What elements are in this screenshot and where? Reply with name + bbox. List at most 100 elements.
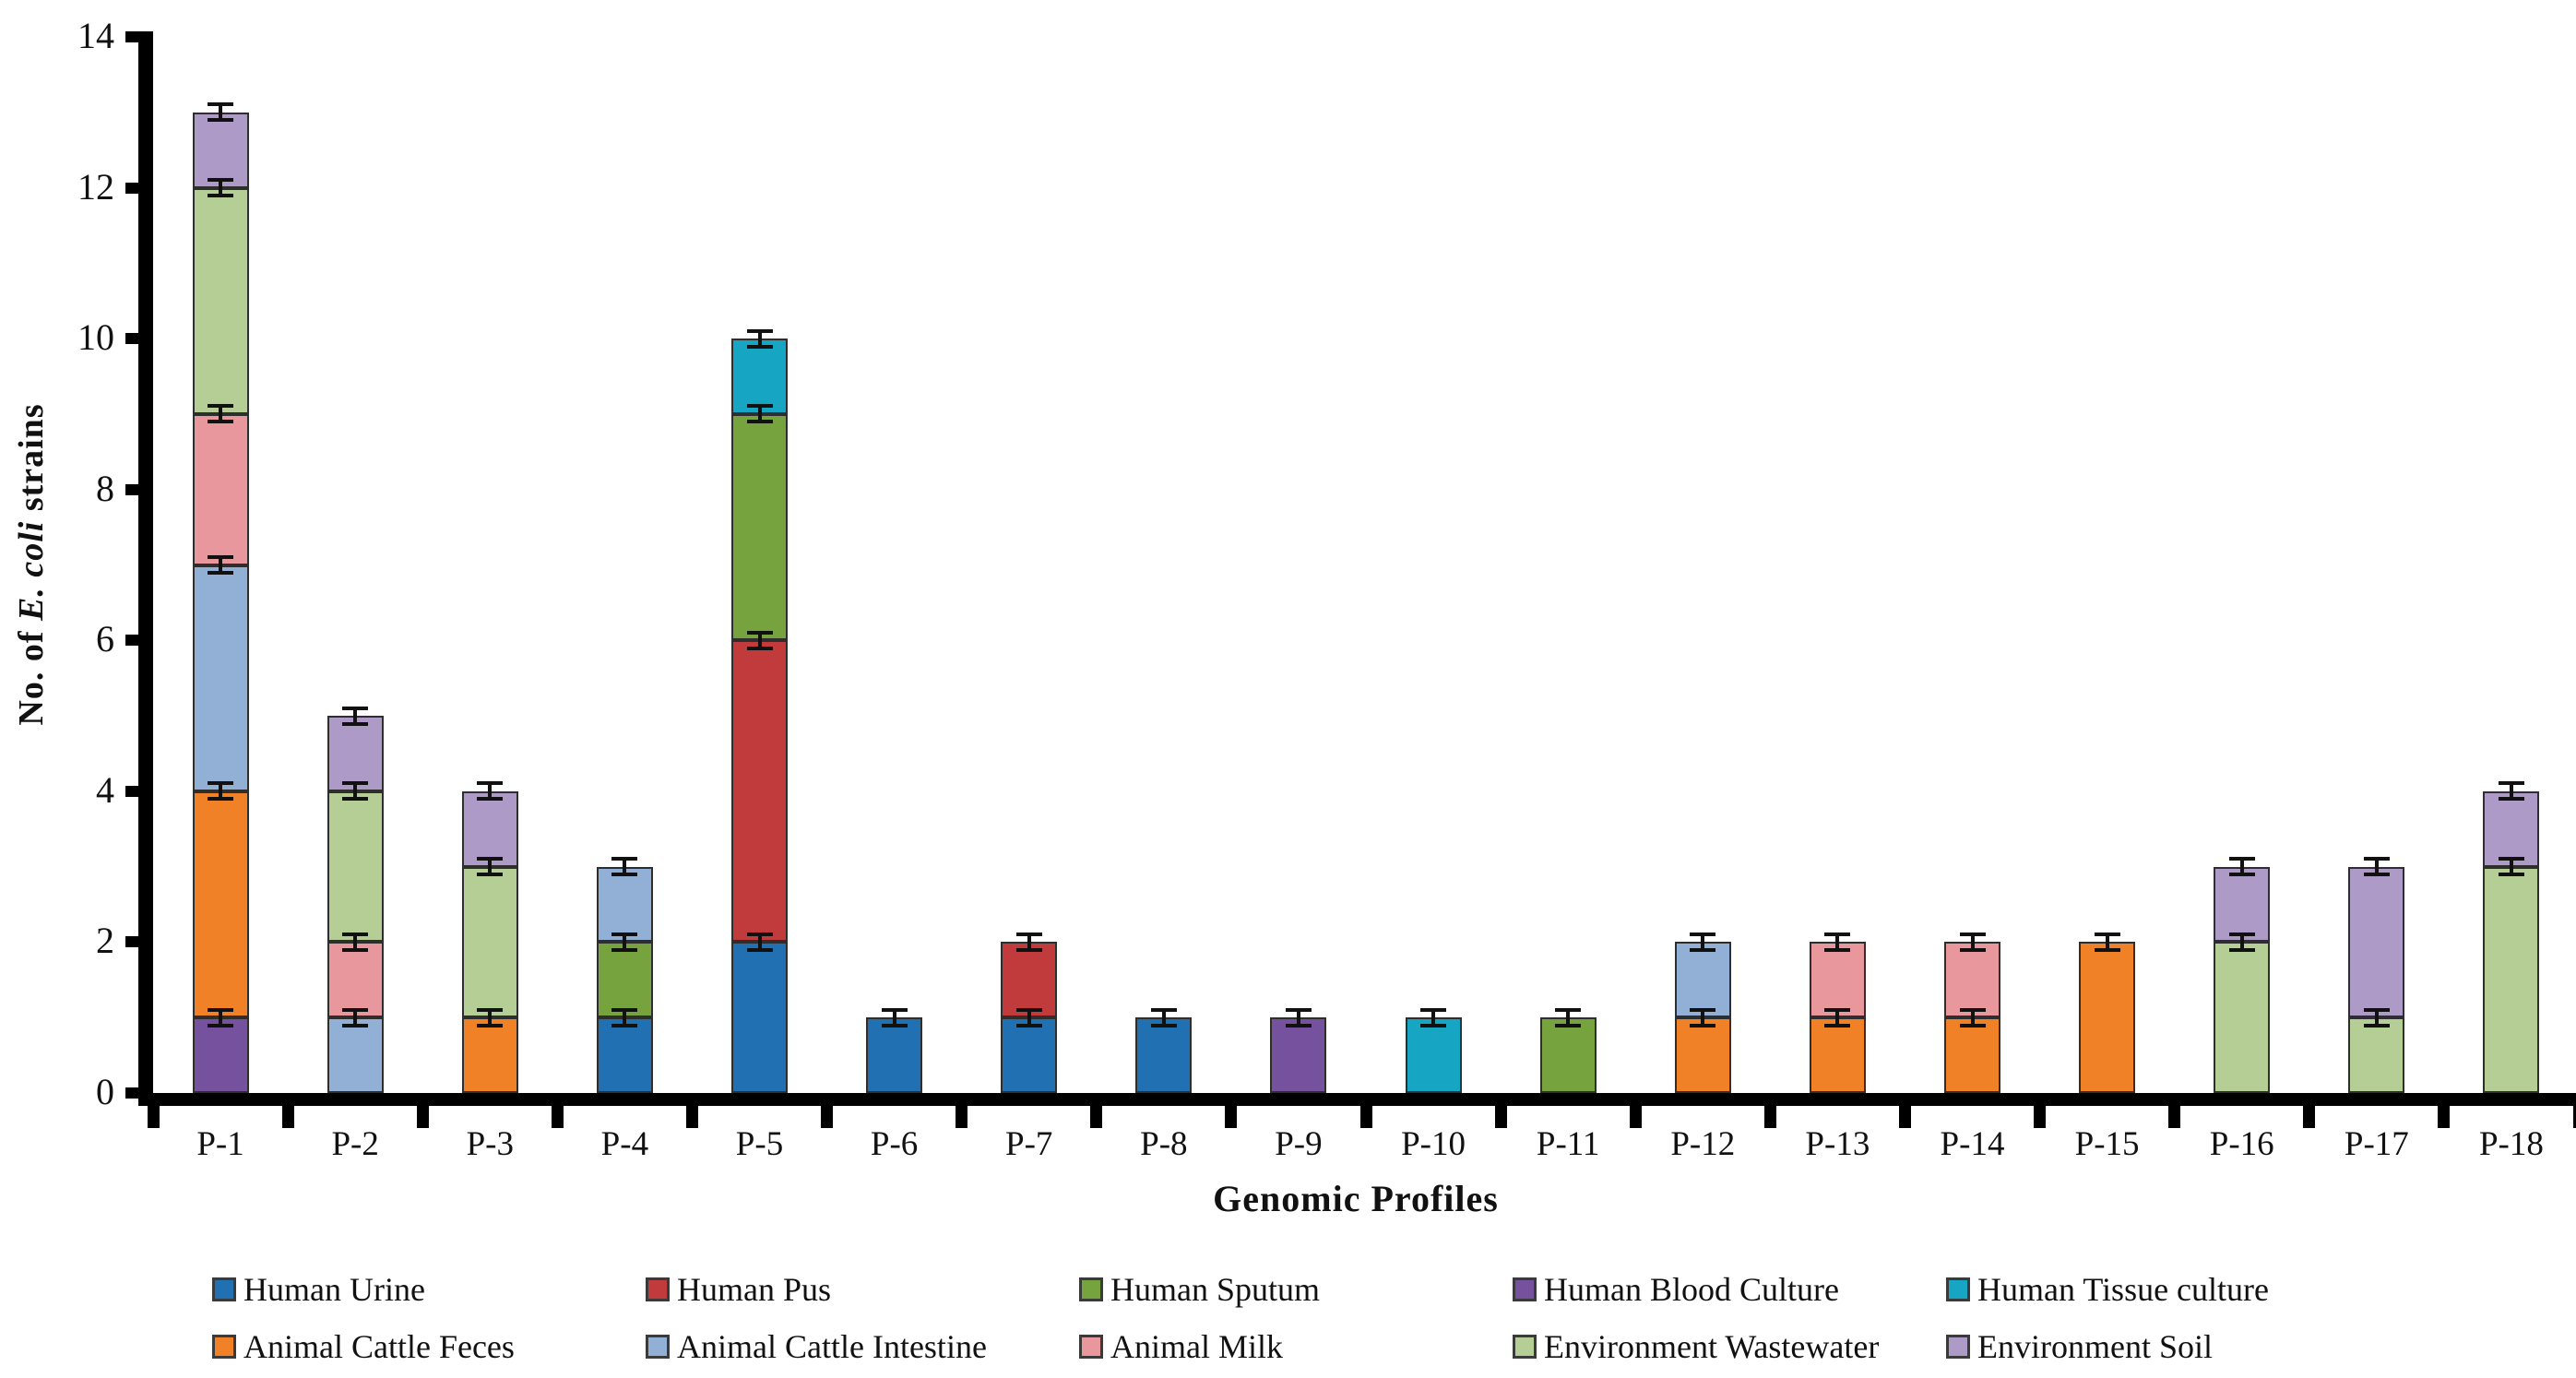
error-bar xyxy=(2228,932,2255,952)
bar-P-4 xyxy=(596,857,653,1093)
x-axis-tick xyxy=(956,1106,968,1128)
error-bar xyxy=(1285,1007,1312,1028)
bar-P-10 xyxy=(1405,1007,1462,1093)
error-bar xyxy=(208,781,234,802)
legend-swatch xyxy=(1513,1277,1537,1301)
error-bar xyxy=(208,555,234,575)
bar-P-7 xyxy=(1001,932,1058,1093)
error-bar xyxy=(1015,932,1042,952)
x-axis-title: Genomic Profiles xyxy=(1213,1178,1499,1219)
x-axis-tick xyxy=(1494,1106,1507,1128)
x-tick-label: P-4 xyxy=(600,1125,649,1163)
legend-swatch xyxy=(646,1335,670,1359)
bar-P-8 xyxy=(1135,1007,1193,1093)
segment-human-urine xyxy=(596,1017,653,1093)
y-tick-label: 6 xyxy=(96,618,114,660)
x-tick-label: P-8 xyxy=(1140,1125,1188,1163)
segment-animal-milk xyxy=(1809,942,1866,1018)
legend-swatch xyxy=(1079,1335,1103,1359)
error-bar xyxy=(1824,1007,1851,1028)
error-bar xyxy=(1150,1007,1177,1028)
error-bar xyxy=(1015,1007,1042,1028)
y-tick-label: 8 xyxy=(96,467,114,509)
bar-P-11 xyxy=(1539,1007,1597,1093)
segment-human-urine xyxy=(1001,1017,1058,1093)
segment-environment-wastewater xyxy=(192,187,249,414)
segment-animal-milk xyxy=(1944,942,2000,1018)
error-bar xyxy=(342,781,369,802)
x-axis-tick xyxy=(281,1106,294,1128)
segment-animal-cattle-feces xyxy=(1674,1017,1731,1093)
segment-animal-cattle-intestine xyxy=(1674,942,1731,1018)
segment-human-pus xyxy=(1001,942,1058,1018)
error-bar xyxy=(881,1007,908,1028)
y-tick-label: 10 xyxy=(77,316,114,359)
segment-human-pus xyxy=(731,640,788,943)
y-tick-label: 0 xyxy=(96,1071,114,1112)
segment-human-tissue-culture xyxy=(1405,1017,1462,1093)
x-axis-tick xyxy=(551,1106,564,1128)
x-tick-label: P-17 xyxy=(2344,1125,2409,1163)
bar-P-13 xyxy=(1809,932,1866,1093)
x-axis-tick xyxy=(2034,1106,2047,1128)
bar-P-14 xyxy=(1944,932,2000,1093)
y-axis-title: No. of E. coli strains xyxy=(11,403,52,725)
error-bar xyxy=(342,706,369,726)
segment-animal-milk xyxy=(326,942,384,1018)
legend-label: Human Sputum xyxy=(1110,1271,1321,1308)
segment-animal-cattle-intestine xyxy=(596,866,653,943)
x-axis-tick xyxy=(1090,1106,1103,1128)
x-axis-tick xyxy=(416,1106,429,1128)
x-tick-label: P-7 xyxy=(1005,1125,1053,1163)
legend-label: Human Pus xyxy=(677,1271,832,1308)
segment-human-sputum xyxy=(1539,1017,1597,1093)
x-axis-tick xyxy=(1898,1106,1911,1128)
segment-environment-soil xyxy=(2483,790,2540,867)
y-axis-title-part-italic: E. coli xyxy=(12,520,51,622)
segment-animal-cattle-intestine xyxy=(326,1017,384,1093)
segment-animal-cattle-feces xyxy=(461,1017,518,1093)
legend-label: Human Tissue culture xyxy=(1977,1271,2270,1308)
error-bar xyxy=(1824,932,1851,952)
x-axis-tick xyxy=(2438,1106,2451,1128)
error-bar xyxy=(1959,1007,1986,1028)
error-bar xyxy=(2363,1007,2390,1028)
legend-item-environment-soil: Environment Soil xyxy=(1946,1326,2213,1367)
bar-P-3 xyxy=(461,781,518,1093)
segment-animal-milk xyxy=(192,413,249,565)
segment-environment-soil xyxy=(2214,866,2271,943)
segment-human-sputum xyxy=(596,942,653,1018)
x-tick-label: P-1 xyxy=(196,1125,244,1163)
y-axis-tick xyxy=(125,1087,153,1099)
bar-P-6 xyxy=(866,1007,923,1093)
error-bar xyxy=(2498,857,2524,877)
x-tick-label: P-5 xyxy=(735,1125,784,1163)
y-axis-tick xyxy=(125,936,153,948)
legend-label: Environment Soil xyxy=(1977,1328,2213,1365)
error-bar xyxy=(1959,932,1986,952)
legend-swatch xyxy=(212,1277,236,1301)
x-tick-label: P-13 xyxy=(1805,1125,1870,1163)
segment-environment-wastewater xyxy=(2483,866,2540,1093)
x-axis-tick xyxy=(1763,1106,1776,1128)
x-tick-label: P-14 xyxy=(1940,1125,2005,1163)
segment-environment-soil xyxy=(326,716,384,791)
error-bar xyxy=(342,932,369,952)
error-bar xyxy=(746,328,773,349)
segment-environment-wastewater xyxy=(2214,942,2271,1093)
error-bar xyxy=(2363,857,2390,877)
x-tick-label: P-11 xyxy=(1536,1125,1600,1163)
bar-P-16 xyxy=(2214,857,2271,1093)
y-axis-tick xyxy=(125,182,153,194)
x-axis-tick xyxy=(147,1106,160,1128)
error-bar xyxy=(611,932,638,952)
legend-label: Human Urine xyxy=(243,1271,425,1308)
error-bar xyxy=(611,1007,638,1028)
error-bar xyxy=(611,857,638,877)
segment-environment-soil xyxy=(192,112,249,188)
x-axis-tick xyxy=(1629,1106,1642,1128)
segment-human-urine xyxy=(866,1017,923,1093)
legend-item-environment-wastewater: Environment Wastewater xyxy=(1513,1326,1879,1367)
segment-environment-wastewater xyxy=(326,790,384,943)
